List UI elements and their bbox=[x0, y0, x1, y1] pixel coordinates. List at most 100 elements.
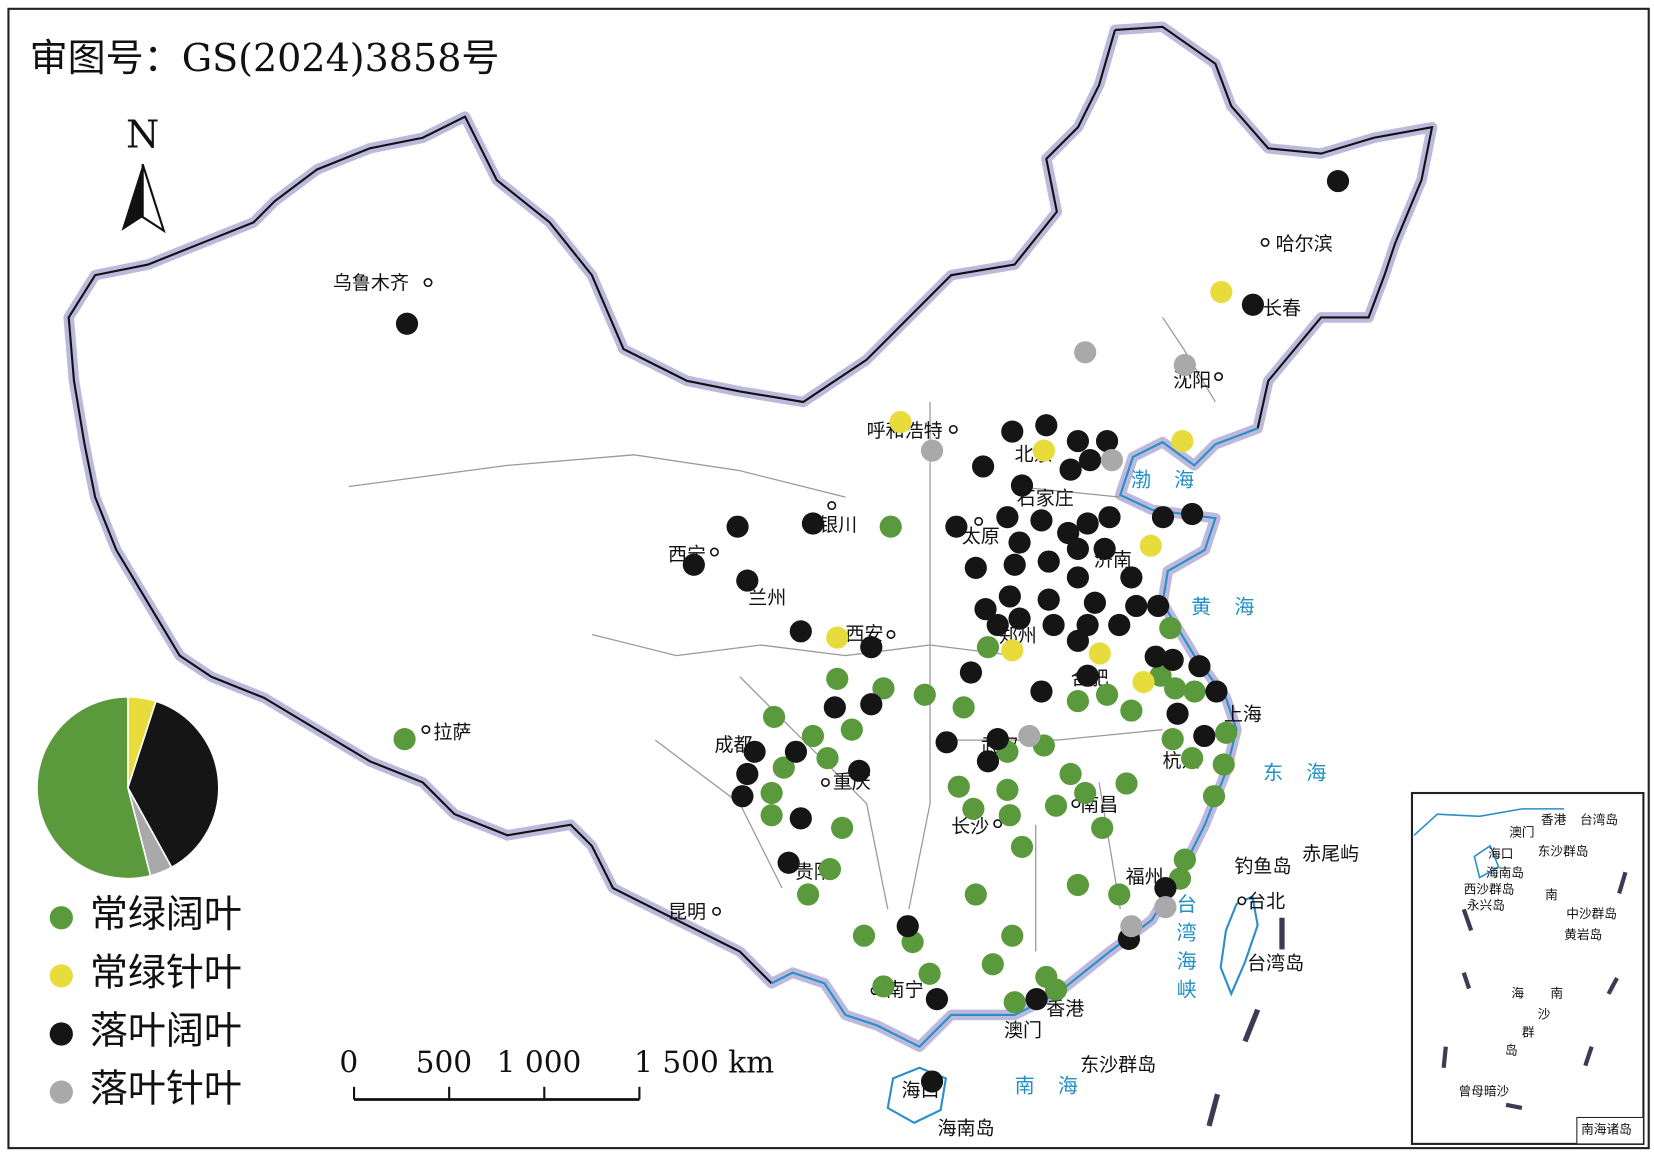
sea-label: 南海 bbox=[1015, 1073, 1102, 1097]
site-dot bbox=[896, 915, 919, 938]
place-label: 成都 bbox=[714, 734, 752, 756]
site-dot bbox=[1030, 509, 1053, 532]
site-dot bbox=[1001, 924, 1024, 947]
site-dot bbox=[1120, 699, 1143, 722]
place-label: 赤尾屿 bbox=[1302, 843, 1359, 865]
site-dot bbox=[1030, 680, 1053, 703]
site-dot bbox=[860, 693, 883, 716]
legend-dot bbox=[49, 1022, 73, 1046]
scale-bar: 0 500 1 000 1 500 km bbox=[339, 1046, 774, 1101]
place-label: 东沙群岛 bbox=[1080, 1054, 1156, 1076]
place-label: 福州 bbox=[1126, 866, 1164, 888]
place-label: 钓鱼岛 bbox=[1234, 855, 1291, 877]
inset-label: 香港 bbox=[1541, 812, 1567, 827]
site-dot bbox=[1010, 474, 1034, 497]
place-label: 银川 bbox=[819, 514, 857, 536]
legend-label: 常绿针叶 bbox=[90, 950, 242, 994]
site-dot bbox=[1088, 642, 1111, 665]
site-dot bbox=[852, 924, 876, 947]
site-dot bbox=[840, 718, 863, 741]
site-dot bbox=[777, 851, 800, 874]
site-dot bbox=[1147, 594, 1170, 618]
site-dot bbox=[1057, 521, 1080, 545]
site-dot bbox=[913, 683, 936, 706]
inset-label-box bbox=[1576, 1116, 1644, 1145]
site-dot bbox=[772, 756, 795, 779]
site-dot bbox=[1139, 534, 1162, 557]
site-dot bbox=[818, 858, 842, 881]
city-marker bbox=[709, 547, 719, 557]
place-label: 香港 bbox=[1046, 998, 1084, 1020]
site-dot bbox=[879, 515, 902, 538]
place-label: 昆明 bbox=[668, 901, 706, 923]
site-dot bbox=[962, 797, 985, 820]
site-dot bbox=[889, 410, 912, 434]
site-dot bbox=[831, 816, 854, 839]
land-border bbox=[67, 25, 1434, 984]
site-dot bbox=[1001, 420, 1024, 443]
site-dot bbox=[925, 988, 949, 1011]
inset-label: 西沙群岛 bbox=[1464, 882, 1515, 897]
site-dot bbox=[1181, 502, 1204, 526]
site-dot bbox=[996, 506, 1019, 529]
site-dot bbox=[981, 953, 1004, 976]
site-dot bbox=[1066, 629, 1089, 652]
dash bbox=[1441, 1046, 1448, 1069]
share-pie bbox=[36, 696, 220, 880]
site-dot bbox=[789, 807, 812, 830]
site-dot bbox=[789, 620, 812, 643]
site-dot bbox=[1074, 781, 1097, 805]
north-arrow: N bbox=[121, 112, 166, 234]
site-dot bbox=[1010, 835, 1034, 859]
site-dot bbox=[1171, 429, 1194, 453]
site-dot bbox=[1173, 848, 1196, 871]
site-dot bbox=[801, 512, 825, 535]
site-dot bbox=[760, 804, 783, 827]
site-dot bbox=[760, 781, 783, 805]
inset-label: 澳门 bbox=[1509, 825, 1534, 840]
site-dot bbox=[1076, 613, 1099, 637]
sites bbox=[393, 169, 1350, 1093]
dash bbox=[1505, 1102, 1523, 1111]
legend-dot bbox=[49, 1080, 73, 1104]
inset-label: 永兴岛 bbox=[1467, 898, 1505, 913]
site-dot bbox=[996, 778, 1019, 801]
site-dot bbox=[1083, 591, 1107, 614]
place-label: 哈尔滨 bbox=[1276, 233, 1333, 255]
site-dot bbox=[1066, 566, 1089, 589]
site-dot bbox=[1215, 721, 1238, 744]
site-dot bbox=[1161, 728, 1184, 751]
site-dot bbox=[1066, 873, 1089, 897]
inset-label: 东沙群岛 bbox=[1538, 844, 1589, 859]
site-dot bbox=[872, 677, 895, 700]
sea-label: 渤海 bbox=[1131, 468, 1218, 492]
site-dot bbox=[1193, 724, 1216, 748]
site-dot bbox=[1044, 794, 1068, 817]
legend-label: 落叶阔叶 bbox=[90, 1008, 242, 1052]
site-dot bbox=[1151, 506, 1175, 529]
site-dot bbox=[1066, 537, 1089, 560]
site-dot bbox=[1008, 531, 1031, 554]
place-label: 海南岛 bbox=[937, 1118, 994, 1140]
place-label: 兰州 bbox=[748, 587, 786, 609]
site-dot bbox=[1098, 506, 1121, 529]
site-dot bbox=[1210, 280, 1233, 304]
site-dot bbox=[736, 569, 759, 592]
site-dot bbox=[1183, 680, 1206, 703]
dash bbox=[1461, 908, 1474, 932]
site-dot bbox=[1037, 550, 1060, 573]
inset-label: 曾母暗沙 bbox=[1458, 1084, 1509, 1099]
inset-label: 南 bbox=[1550, 985, 1563, 1000]
inset-label: 台湾岛 bbox=[1580, 812, 1618, 827]
site-dot bbox=[762, 705, 786, 729]
dash bbox=[1583, 1045, 1594, 1067]
site-dot bbox=[1154, 877, 1177, 900]
place-label: 澳门 bbox=[1004, 1019, 1042, 1041]
site-dot bbox=[952, 696, 975, 719]
site-dot bbox=[1003, 991, 1026, 1014]
site-dot bbox=[826, 667, 849, 690]
site-dot bbox=[976, 750, 1000, 773]
site-dot bbox=[974, 598, 997, 621]
dash bbox=[1606, 976, 1619, 995]
